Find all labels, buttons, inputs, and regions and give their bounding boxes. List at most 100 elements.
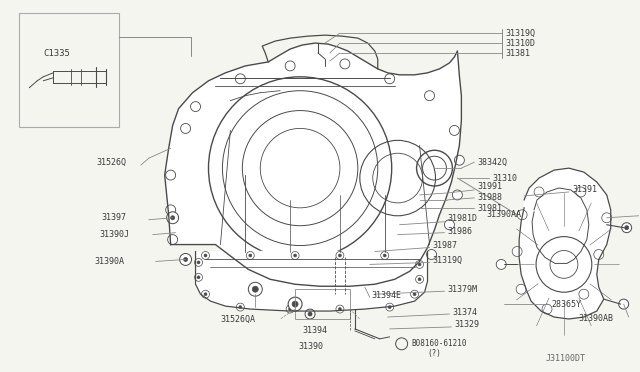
- Circle shape: [285, 61, 295, 71]
- Text: 31374: 31374: [452, 308, 477, 317]
- Bar: [295, 289, 350, 319]
- Circle shape: [413, 293, 416, 296]
- Circle shape: [246, 251, 254, 259]
- Polygon shape: [164, 43, 461, 286]
- Circle shape: [252, 286, 259, 292]
- Circle shape: [180, 124, 191, 134]
- Circle shape: [166, 170, 175, 180]
- Text: 31390AA: 31390AA: [486, 210, 521, 219]
- Circle shape: [340, 59, 350, 69]
- Circle shape: [336, 251, 344, 259]
- Text: 31981D: 31981D: [447, 214, 477, 223]
- Text: 31391: 31391: [572, 186, 597, 195]
- Text: 38342Q: 38342Q: [477, 158, 508, 167]
- Circle shape: [512, 247, 522, 256]
- Circle shape: [197, 261, 200, 264]
- Text: B08160-61210: B08160-61210: [412, 339, 467, 348]
- Polygon shape: [519, 168, 611, 319]
- Text: 31397: 31397: [101, 213, 126, 222]
- Circle shape: [202, 290, 209, 298]
- Circle shape: [579, 289, 589, 299]
- Circle shape: [204, 293, 207, 296]
- Circle shape: [202, 251, 209, 259]
- Text: (?): (?): [428, 349, 442, 358]
- Circle shape: [542, 304, 552, 314]
- Text: 31390A: 31390A: [94, 257, 124, 266]
- Text: J31100DT: J31100DT: [545, 354, 585, 363]
- Circle shape: [195, 273, 202, 281]
- Text: 31381: 31381: [505, 48, 530, 58]
- Circle shape: [385, 74, 395, 84]
- Circle shape: [291, 251, 299, 259]
- Text: 31310: 31310: [492, 174, 517, 183]
- Circle shape: [426, 250, 436, 259]
- Circle shape: [418, 263, 421, 266]
- Text: 31319Q: 31319Q: [505, 29, 535, 38]
- Circle shape: [454, 155, 465, 165]
- Circle shape: [286, 305, 294, 313]
- Text: 31988: 31988: [477, 193, 502, 202]
- Circle shape: [339, 308, 341, 311]
- Circle shape: [236, 303, 244, 311]
- Text: C1335: C1335: [44, 48, 70, 58]
- Text: 31526QA: 31526QA: [220, 314, 255, 324]
- Circle shape: [418, 278, 421, 281]
- Text: 31526Q: 31526Q: [96, 158, 126, 167]
- Circle shape: [415, 260, 424, 268]
- Text: 31390AB: 31390AB: [579, 314, 614, 324]
- Circle shape: [534, 187, 544, 197]
- Circle shape: [383, 254, 386, 257]
- Circle shape: [386, 303, 394, 311]
- Polygon shape: [196, 251, 428, 311]
- Circle shape: [576, 187, 586, 197]
- Circle shape: [381, 251, 388, 259]
- Text: 31390J: 31390J: [99, 230, 129, 239]
- Circle shape: [166, 205, 175, 215]
- Circle shape: [191, 102, 200, 112]
- Circle shape: [171, 216, 175, 220]
- Circle shape: [294, 254, 296, 257]
- Circle shape: [602, 213, 612, 223]
- Circle shape: [336, 305, 344, 313]
- Circle shape: [449, 125, 460, 135]
- Circle shape: [536, 237, 592, 292]
- Circle shape: [621, 223, 632, 232]
- Circle shape: [239, 306, 242, 309]
- Text: 31379M: 31379M: [447, 285, 477, 294]
- Circle shape: [195, 259, 202, 266]
- Text: 31394E: 31394E: [372, 291, 402, 300]
- Circle shape: [204, 254, 207, 257]
- Text: 31981: 31981: [477, 204, 502, 213]
- Circle shape: [292, 301, 298, 307]
- Circle shape: [168, 235, 178, 244]
- Text: 31390: 31390: [298, 342, 323, 351]
- Text: 31987: 31987: [433, 241, 458, 250]
- Circle shape: [180, 253, 191, 265]
- Circle shape: [517, 210, 527, 220]
- Circle shape: [411, 290, 419, 298]
- Circle shape: [248, 282, 262, 296]
- Text: 31329: 31329: [454, 320, 479, 330]
- Text: 28365Y: 28365Y: [551, 299, 581, 309]
- Circle shape: [308, 312, 312, 316]
- Circle shape: [444, 220, 454, 230]
- Text: 31991: 31991: [477, 183, 502, 192]
- Circle shape: [496, 259, 506, 269]
- Circle shape: [197, 276, 200, 279]
- Text: 31310D: 31310D: [505, 39, 535, 48]
- Circle shape: [184, 257, 188, 262]
- Circle shape: [625, 226, 628, 230]
- Text: 31319Q: 31319Q: [433, 256, 463, 265]
- Circle shape: [619, 299, 628, 309]
- Circle shape: [236, 74, 245, 84]
- Circle shape: [415, 275, 424, 283]
- Circle shape: [516, 284, 526, 294]
- Circle shape: [452, 190, 462, 200]
- Bar: [19, 13, 119, 128]
- Circle shape: [288, 297, 302, 311]
- Circle shape: [594, 250, 604, 259]
- Circle shape: [249, 254, 252, 257]
- Circle shape: [305, 309, 315, 319]
- Circle shape: [424, 91, 435, 101]
- Text: 31986: 31986: [447, 227, 472, 236]
